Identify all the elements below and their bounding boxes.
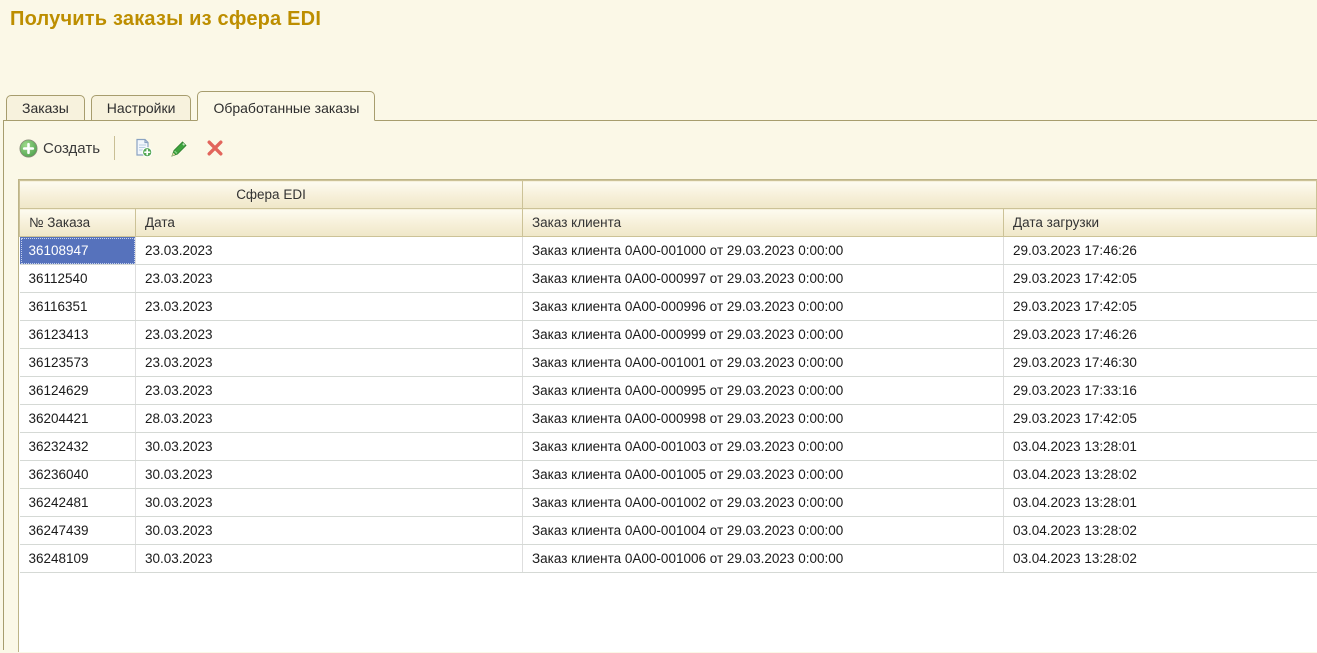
cell-load-date[interactable]: 29.03.2023 17:33:16 — [1003, 376, 1317, 405]
cell-order-no[interactable]: 36204421 — [19, 404, 136, 433]
cell-client-order[interactable]: Заказ клиента 0A00-000995 от 29.03.2023 … — [522, 376, 1005, 405]
cell-date[interactable]: 30.03.2023 — [135, 516, 524, 545]
cell-order-no[interactable]: 36123573 — [19, 348, 136, 377]
table-row[interactable]: 36248109 30.03.2023 Заказ клиента 0A00-001… — [19, 544, 1317, 573]
create-button[interactable]: Создать — [14, 136, 105, 161]
cell-load-date[interactable]: 03.04.2023 13:28:01 — [1003, 432, 1317, 461]
create-button-label: Создать — [43, 139, 101, 157]
cell-load-date[interactable]: 29.03.2023 17:42:05 — [1003, 264, 1317, 293]
table-row[interactable]: 36116351 23.03.2023 Заказ клиента 0A00-000… — [19, 292, 1317, 321]
cell-order-no[interactable]: 36232432 — [19, 432, 136, 461]
table-row[interactable]: 36247439 30.03.2023 Заказ клиента 0A00-001… — [19, 516, 1317, 545]
table-row[interactable]: 36123573 23.03.2023 Заказ клиента 0A00-001… — [19, 348, 1317, 377]
page-title: Получить заказы из сфера EDI — [10, 8, 322, 30]
orders-table: Сфера EDI № Заказа Дата Заказ клиента Да… — [19, 180, 1317, 573]
cell-date[interactable]: 30.03.2023 — [135, 460, 524, 489]
cell-date[interactable]: 30.03.2023 — [135, 544, 524, 573]
cell-client-order[interactable]: Заказ клиента 0A00-001005 от 29.03.2023 … — [522, 460, 1005, 489]
add-circle-icon — [19, 138, 38, 158]
table-row[interactable]: 36124629 23.03.2023 Заказ клиента 0A00-000… — [19, 376, 1317, 405]
group-header-row: Сфера EDI — [19, 180, 1317, 209]
table-row[interactable]: 36112540 23.03.2023 Заказ клиента 0A00-000… — [19, 264, 1317, 293]
delete-x-icon — [205, 138, 225, 158]
cell-date[interactable]: 28.03.2023 — [135, 404, 524, 433]
cell-load-date[interactable]: 29.03.2023 17:46:30 — [1003, 348, 1317, 377]
cell-load-date[interactable]: 03.04.2023 13:28:01 — [1003, 488, 1317, 517]
delete-button[interactable] — [200, 135, 230, 161]
table-row[interactable]: 36232432 30.03.2023 Заказ клиента 0A00-001… — [19, 432, 1317, 461]
cell-load-date[interactable]: 29.03.2023 17:46:26 — [1003, 320, 1317, 349]
cell-order-no[interactable]: 36124629 — [19, 376, 136, 405]
processed-orders-panel: Создать — [3, 120, 1317, 652]
cell-load-date[interactable]: 29.03.2023 17:46:26 — [1003, 236, 1317, 265]
cell-date[interactable]: 23.03.2023 — [135, 264, 524, 293]
toolbar: Создать — [4, 121, 1317, 171]
cell-client-order[interactable]: Заказ клиента 0A00-001000 от 29.03.2023 … — [522, 236, 1005, 265]
cell-client-order[interactable]: Заказ клиента 0A00-000998 от 29.03.2023 … — [522, 404, 1005, 433]
cell-date[interactable]: 30.03.2023 — [135, 432, 524, 461]
cell-client-order[interactable]: Заказ клиента 0A00-000996 от 29.03.2023 … — [522, 292, 1005, 321]
cell-load-date[interactable]: 03.04.2023 13:28:02 — [1003, 516, 1317, 545]
cell-client-order[interactable]: Заказ клиента 0A00-001004 от 29.03.2023 … — [522, 516, 1005, 545]
column-header-row: № Заказа Дата Заказ клиента Дата загрузк… — [19, 208, 1317, 237]
column-group-sfera-edi[interactable]: Сфера EDI — [19, 180, 524, 209]
tab-settings[interactable]: Настройки — [90, 95, 192, 121]
cell-order-no[interactable]: 36242481 — [19, 488, 136, 517]
cell-load-date[interactable]: 29.03.2023 17:42:05 — [1003, 292, 1317, 321]
orders-table-body: 36108947 23.03.2023 Заказ клиента 0A00-001… — [19, 236, 1317, 573]
cell-date[interactable]: 30.03.2023 — [135, 488, 524, 517]
cell-client-order[interactable]: Заказ клиента 0A00-001006 от 29.03.2023 … — [522, 544, 1005, 573]
tab-processed-orders[interactable]: Обработанные заказы — [197, 91, 376, 121]
edit-button[interactable] — [164, 135, 195, 162]
cell-date[interactable]: 23.03.2023 — [135, 320, 524, 349]
column-group-empty — [522, 180, 1317, 209]
copy-button[interactable] — [127, 134, 159, 162]
cell-order-no[interactable]: 36123413 — [19, 320, 136, 349]
cell-client-order[interactable]: Заказ клиента 0A00-001002 от 29.03.2023 … — [522, 488, 1005, 517]
table-row[interactable]: 36204421 28.03.2023 Заказ клиента 0A00-000… — [19, 404, 1317, 433]
cell-order-no[interactable]: 36112540 — [19, 264, 136, 293]
cell-order-no[interactable]: 36108947 — [19, 236, 136, 265]
cell-client-order[interactable]: Заказ клиента 0A00-001003 от 29.03.2023 … — [522, 432, 1005, 461]
cell-date[interactable]: 23.03.2023 — [135, 348, 524, 377]
cell-load-date[interactable]: 29.03.2023 17:42:05 — [1003, 404, 1317, 433]
cell-date[interactable]: 23.03.2023 — [135, 236, 524, 265]
toolbar-separator — [114, 136, 116, 160]
tab-orders[interactable]: Заказы — [6, 95, 85, 121]
edi-orders-window: Получить заказы из сфера EDI Заказы Наст… — [0, 8, 1317, 652]
cell-client-order[interactable]: Заказ клиента 0A00-001001 от 29.03.2023 … — [522, 348, 1005, 377]
cell-date[interactable]: 23.03.2023 — [135, 376, 524, 405]
cell-client-order[interactable]: Заказ клиента 0A00-000997 от 29.03.2023 … — [522, 264, 1005, 293]
cell-date[interactable]: 23.03.2023 — [135, 292, 524, 321]
orders-table-container: Сфера EDI № Заказа Дата Заказ клиента Да… — [18, 179, 1317, 652]
column-header-order-no[interactable]: № Заказа — [19, 208, 136, 237]
cell-load-date[interactable]: 03.04.2023 13:28:02 — [1003, 544, 1317, 573]
cell-client-order[interactable]: Заказ клиента 0A00-000999 от 29.03.2023 … — [522, 320, 1005, 349]
cell-order-no[interactable]: 36116351 — [19, 292, 136, 321]
cell-order-no[interactable]: 36247439 — [19, 516, 136, 545]
cell-order-no[interactable]: 36248109 — [19, 544, 136, 573]
table-row[interactable]: 36236040 30.03.2023 Заказ клиента 0A00-001… — [19, 460, 1317, 489]
copy-document-icon — [132, 137, 154, 159]
column-header-client-order[interactable]: Заказ клиента — [522, 208, 1005, 237]
tab-bar: Заказы Настройки Обработанные заказы — [0, 91, 1317, 121]
table-row[interactable]: 36123413 23.03.2023 Заказ клиента 0A00-000… — [19, 320, 1317, 349]
cell-load-date[interactable]: 03.04.2023 13:28:02 — [1003, 460, 1317, 489]
table-row[interactable]: 36242481 30.03.2023 Заказ клиента 0A00-001… — [19, 488, 1317, 517]
column-header-load-date[interactable]: Дата загрузки — [1003, 208, 1317, 237]
table-row[interactable]: 36108947 23.03.2023 Заказ клиента 0A00-001… — [19, 236, 1317, 265]
pencil-icon — [169, 138, 190, 159]
column-header-date[interactable]: Дата — [134, 208, 524, 237]
cell-order-no[interactable]: 36236040 — [19, 460, 136, 489]
